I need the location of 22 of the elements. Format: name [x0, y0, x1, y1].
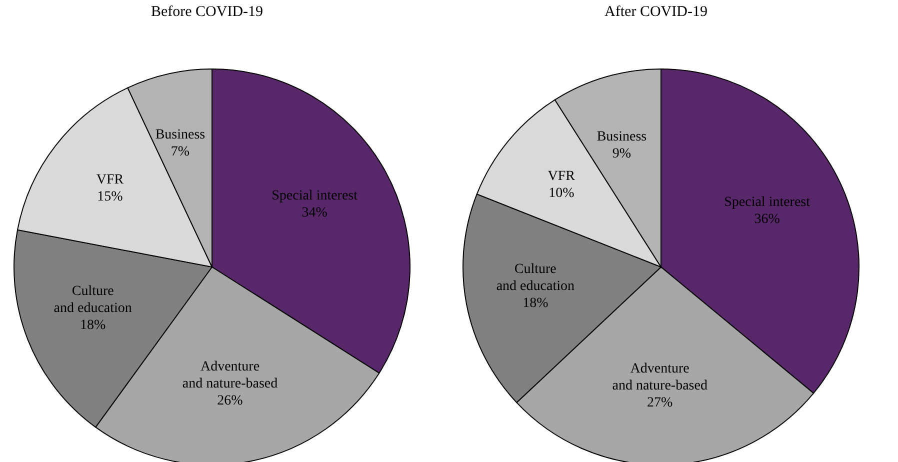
slice-label: VFR	[96, 172, 124, 188]
data-label: 26%	[217, 394, 244, 409]
data-label: 7%	[170, 144, 190, 160]
data-label: 18%	[522, 296, 549, 312]
slice-label: Adventure and nature-based	[182, 360, 278, 392]
chart-title: Before COVID-19	[150, 4, 264, 20]
data-label: 9%	[612, 146, 632, 162]
slice-label: Culture and education	[54, 284, 132, 316]
slice-label: Business	[155, 128, 206, 143]
slice-label: Special interest	[724, 195, 810, 210]
data-label: 34%	[302, 205, 328, 220]
slice-label: Business	[596, 130, 647, 145]
slice-label: Culture and education	[496, 262, 574, 294]
slice-label: Adventure and nature-based	[612, 362, 708, 394]
data-label: 27%	[647, 396, 674, 411]
data-label: 15%	[97, 189, 124, 204]
slice-label: VFR	[548, 169, 576, 184]
data-label: 10%	[548, 186, 575, 202]
data-label: 18%	[80, 318, 106, 334]
chart-title: After COVID-19	[604, 4, 708, 20]
data-label: 36%	[754, 212, 780, 228]
slice-label: Special interest	[272, 188, 358, 204]
